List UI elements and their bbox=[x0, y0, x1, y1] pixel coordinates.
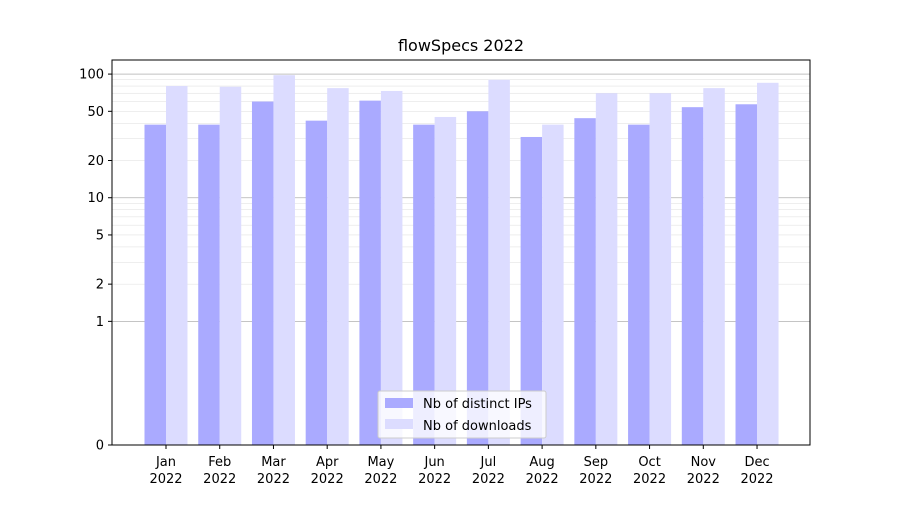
legend-box bbox=[377, 390, 547, 439]
y-tick-label: 1 bbox=[96, 315, 104, 330]
bar-downloads bbox=[434, 116, 457, 445]
bar-distinct-ips bbox=[628, 124, 650, 445]
bar-downloads bbox=[703, 88, 725, 446]
y-tick-label: 100 bbox=[79, 68, 104, 83]
x-tick-label: Jun 2022 bbox=[418, 455, 451, 487]
x-tick-label: Feb 2022 bbox=[203, 455, 236, 487]
legend-swatch-downloads bbox=[385, 419, 413, 429]
x-tick-label: Mar 2022 bbox=[257, 455, 290, 487]
bar-distinct-ips bbox=[520, 136, 543, 445]
legend: Nb of distinct IPs Nb of downloads bbox=[377, 390, 547, 439]
bar-downloads bbox=[166, 86, 188, 446]
x-tick-label: Jul 2022 bbox=[472, 455, 505, 487]
legend-swatch-distinct-ips bbox=[385, 398, 413, 408]
bar-distinct-ips bbox=[574, 118, 596, 446]
bar-distinct-ips bbox=[144, 124, 166, 445]
y-tick-label: 10 bbox=[87, 191, 104, 206]
bar-distinct-ips bbox=[198, 124, 220, 445]
x-tick-label: Jan 2022 bbox=[149, 455, 182, 487]
legend-label-downloads: Nb of downloads bbox=[423, 419, 532, 434]
bar-downloads bbox=[380, 90, 403, 445]
y-tick-label: 20 bbox=[87, 154, 104, 169]
plot-frame bbox=[111, 59, 811, 446]
bar-distinct-ips bbox=[359, 100, 381, 445]
bar-layer bbox=[144, 75, 779, 446]
bar-downloads bbox=[219, 86, 242, 446]
bar-distinct-ips bbox=[681, 107, 704, 445]
bar-downloads bbox=[488, 79, 510, 446]
bar-distinct-ips bbox=[305, 120, 328, 446]
bar-distinct-ips bbox=[466, 111, 489, 445]
legend-label-distinct-ips: Nb of distinct IPs bbox=[423, 397, 532, 412]
chart-title: flowSpecs 2022 bbox=[398, 36, 524, 55]
x-tick-label: Oct 2022 bbox=[633, 455, 666, 487]
y-tick-label: 50 bbox=[87, 105, 104, 120]
y-axis: 0 1 2 5 10 20 50 100 bbox=[79, 68, 112, 454]
x-tick-label: Nov 2022 bbox=[687, 455, 720, 487]
bar-distinct-ips bbox=[735, 104, 758, 445]
x-tick-label: Sep 2022 bbox=[579, 455, 612, 487]
y-tick-label: 2 bbox=[96, 278, 104, 293]
x-tick-label: Apr 2022 bbox=[311, 455, 344, 487]
y-tick-label: 5 bbox=[96, 228, 104, 243]
bar-downloads bbox=[595, 93, 618, 445]
x-axis: Jan 2022 Feb 2022 Mar 2022 Apr 2022 May 2022 Jun 20… bbox=[149, 445, 774, 487]
x-tick-label: Aug 2022 bbox=[526, 455, 559, 487]
bar-downloads bbox=[542, 124, 564, 445]
bar-downloads bbox=[649, 93, 672, 445]
bar-downloads bbox=[273, 75, 295, 445]
x-tick-label: May 2022 bbox=[364, 455, 397, 487]
y-tick-label: 0 bbox=[96, 439, 104, 454]
bar-downloads bbox=[757, 82, 779, 446]
bar-distinct-ips bbox=[251, 101, 274, 445]
bar-distinct-ips bbox=[413, 124, 435, 445]
bar-downloads bbox=[327, 88, 349, 446]
x-tick-label: Dec 2022 bbox=[740, 455, 773, 487]
